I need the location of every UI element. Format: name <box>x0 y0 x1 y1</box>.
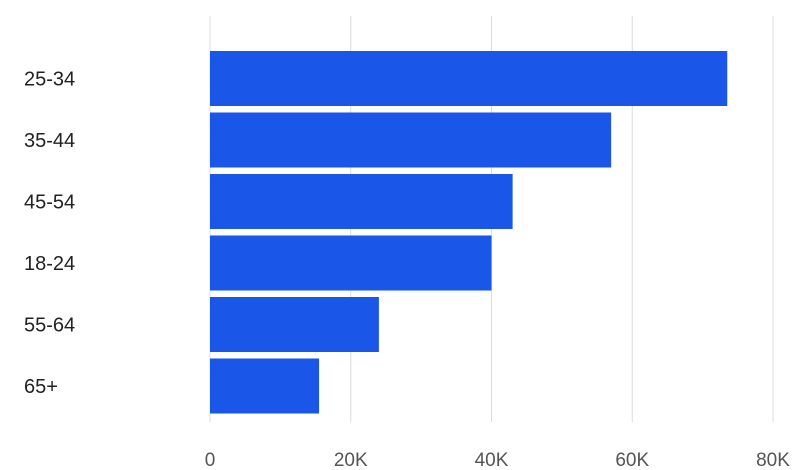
bar-18-24 <box>210 235 492 291</box>
category-labels: 25-34 35-44 45-54 18-24 55-64 65+ <box>24 69 75 399</box>
bar-25-34 <box>210 51 728 106</box>
category-label: 45-54 <box>24 192 75 214</box>
bars <box>210 51 728 414</box>
category-label: 18-24 <box>24 253 75 275</box>
x-tick-label: 60K <box>615 450 649 470</box>
bar-35-44 <box>210 112 612 168</box>
x-tick-label: 80K <box>756 450 790 470</box>
x-tick-label: 0 <box>205 450 216 470</box>
category-label: 65+ <box>24 376 58 398</box>
x-tick-label: 40K <box>475 450 509 470</box>
category-label: 25-34 <box>24 69 75 91</box>
bar-55-64 <box>210 297 379 352</box>
category-label: 55-64 <box>24 315 75 337</box>
bar-45-54 <box>210 174 513 229</box>
category-label: 35-44 <box>24 130 75 152</box>
x-axis-tick-labels: 0 20K 40K 60K 80K <box>205 450 791 470</box>
bar-65+ <box>210 358 320 414</box>
x-tick-label: 20K <box>334 450 368 470</box>
